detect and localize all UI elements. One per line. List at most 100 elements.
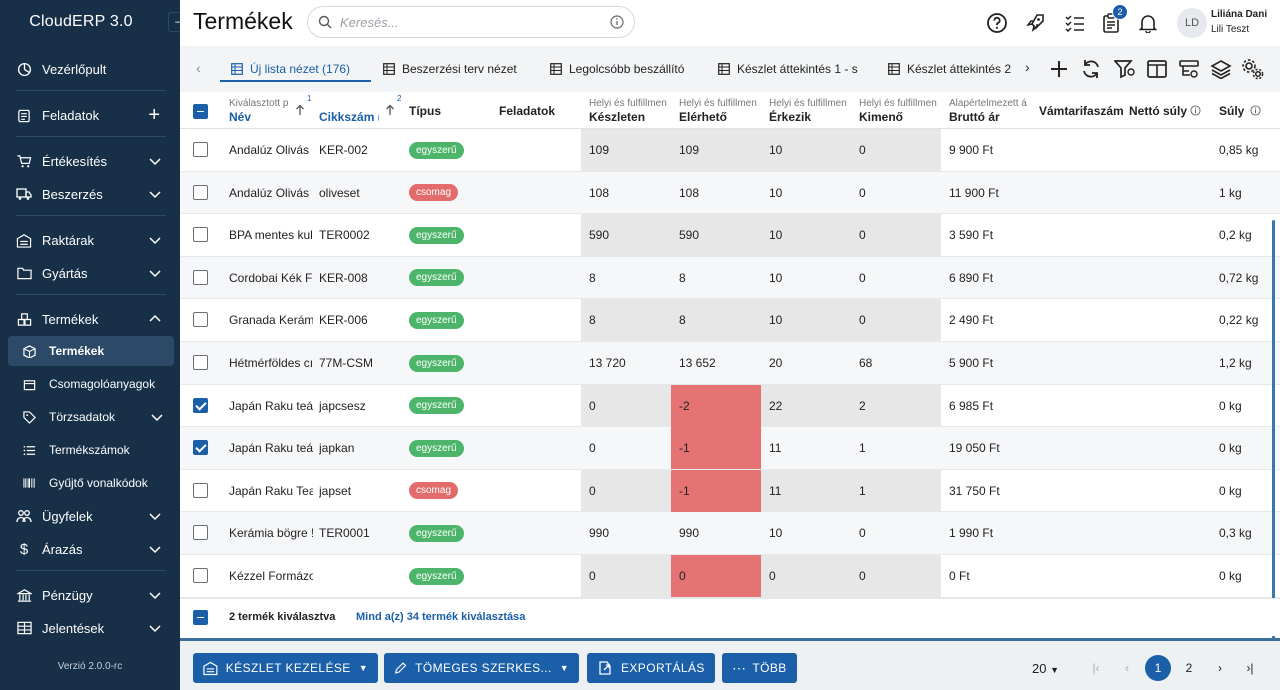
dropdown-arrow-icon: ▼ [1050, 665, 1060, 675]
last-page-icon[interactable]: ›| [1246, 661, 1254, 675]
table-row[interactable]: Hétmérföldes cı 77M-CSM egyszerű 13 720 13 6… [180, 342, 1280, 385]
column-header-incoming[interactable]: Helyi és fulfillmen Érkezik [769, 92, 853, 128]
sidebar-item-label: Gyártás [42, 265, 88, 281]
column-header-tasks[interactable]: Feladatok [499, 92, 574, 128]
column-header-sku[interactable]: Cikkszám ( 2 [319, 92, 404, 128]
sidebar-item-dashboard[interactable]: Vezérlőpult [0, 55, 180, 83]
sidebar-item-purchasing[interactable]: Beszerzés [0, 180, 180, 208]
bell-icon[interactable] [1135, 10, 1161, 36]
sidebar-subitem-product-numbers[interactable]: Termékszámok [8, 435, 174, 465]
sidebar-item-customers[interactable]: Ügyfelek [0, 502, 180, 530]
sidebar-item-pricing[interactable]: $ Árazás [0, 535, 180, 563]
table-row[interactable]: Granada Kerám KER-006 egyszerű 8 8 10 0 2 490 F… [180, 299, 1280, 342]
tab-scroll-left-icon[interactable]: ‹ [196, 60, 201, 76]
export-button[interactable]: EXPORTÁLÁS [587, 653, 715, 683]
row-checkbox[interactable] [193, 440, 208, 456]
row-checkbox[interactable] [193, 142, 208, 157]
column-header-type[interactable]: Típus [409, 92, 479, 128]
sidebar-item-products[interactable]: Termékek [0, 305, 180, 333]
column-header-stock[interactable]: Helyi és fulfillmen Készleten [589, 92, 673, 128]
stock-cell: 0 [589, 398, 596, 413]
table-row[interactable]: BPA mentes kul TER0002 egyszerű 590 590 10 0 3 … [180, 214, 1280, 257]
column-header-sub: Helyi és fulfillmen [679, 98, 757, 109]
add-task-icon[interactable]: + [148, 104, 160, 126]
tab-scroll-right-icon[interactable]: › [1025, 59, 1030, 75]
sidebar-item-finance[interactable]: Pénzügy [0, 581, 180, 609]
help-icon[interactable] [984, 10, 1010, 36]
header-select-all[interactable] [180, 92, 220, 128]
table-row[interactable]: Kerámia bögre ! TER0001 egyszerű 990 990 10 0 1… [180, 512, 1280, 555]
sidebar-subitem-packaging[interactable]: Csomagolóanyagok [8, 369, 174, 399]
column-header-customs-code[interactable]: Vámtarifaszám [1039, 92, 1129, 128]
search-input[interactable]: Keresés... [307, 6, 635, 38]
row-checkbox[interactable] [193, 227, 208, 243]
row-checkbox[interactable] [193, 482, 208, 498]
table-scrollbar[interactable] [1272, 220, 1275, 640]
sidebar-item-tasks[interactable]: Feladatok + [0, 101, 180, 129]
clipboard-icon[interactable]: 2 [1098, 4, 1128, 36]
checklist-icon[interactable] [1062, 10, 1088, 36]
factory-icon [16, 265, 32, 281]
table-row[interactable]: Japán Raku teá japcsesz egyszerű 0 -2 22 2 6 98… [180, 384, 1280, 428]
page-size-select[interactable]: 20 ▼ [1032, 661, 1059, 676]
table-row[interactable]: Japán Raku teá japkan egyszerű 0 -1 11 1 19 050… [180, 427, 1280, 470]
sidebar-item-sales[interactable]: Értékesítés [0, 147, 180, 175]
incoming-cell: 0 [769, 569, 776, 583]
tab-stock-overview-2[interactable]: Készlet áttekintés 2 [888, 62, 1013, 76]
avatar[interactable]: LD [1177, 8, 1207, 38]
weight-cell: 0 kg [1219, 569, 1242, 583]
stock-management-button[interactable]: KÉSZLET KEZELÉSE ▼ [193, 653, 378, 683]
table-row[interactable]: Japán Raku Tea japset csomag 0 -1 11 1 31 750 F… [180, 469, 1280, 513]
tab-stock-overview-1[interactable]: Készlet áttekintés 1 - s [718, 62, 860, 76]
row-checkbox[interactable] [193, 184, 208, 200]
selection-checkbox[interactable] [193, 610, 208, 625]
refresh-icon[interactable] [1078, 56, 1104, 82]
gears-icon[interactable] [1240, 56, 1266, 82]
first-page-icon[interactable]: |‹ [1092, 661, 1100, 675]
row-checkbox[interactable] [193, 568, 208, 583]
prev-page-icon[interactable]: ‹ [1125, 661, 1129, 675]
page-1-button[interactable]: 1 [1145, 655, 1171, 681]
columns-icon[interactable] [1144, 56, 1170, 82]
row-checkbox[interactable] [193, 355, 208, 370]
type-cell: egyszerű [409, 214, 494, 256]
table-row[interactable]: Andalúz Olivás KER-002 egyszerű 109 109 10 0 9 … [180, 129, 1280, 172]
sidebar-subitem-master-data[interactable]: Törzsadatok [8, 402, 174, 432]
column-header-weight[interactable]: Súly [1219, 92, 1279, 128]
sidebar-subitem-products[interactable]: Termékek [8, 336, 174, 366]
row-checkbox[interactable] [193, 397, 208, 413]
sidebar-item-manufacturing[interactable]: Gyártás [0, 259, 180, 287]
type-cell: egyszerű [409, 257, 494, 299]
column-header-net-weight[interactable]: Nettó súly [1129, 92, 1204, 128]
chevron-down-icon [149, 592, 161, 600]
layers-icon[interactable] [1208, 56, 1234, 82]
row-checkbox[interactable] [193, 525, 208, 541]
column-header-name[interactable]: Kiválasztott p Név 1 [229, 92, 314, 128]
more-button[interactable]: ⋯ TÖBB [722, 653, 797, 683]
next-page-icon[interactable]: › [1218, 661, 1222, 675]
column-header-gross-price[interactable]: Alapértelmezett á Bruttó ár [949, 92, 1033, 128]
sidebar-subitem-barcodes[interactable]: Gyűjtő vonalkódok [8, 468, 174, 498]
select-all-link[interactable]: Mind a(z) 34 termék kiválasztása [356, 611, 526, 623]
tab-new-list-view[interactable]: Új lista nézet (176) [231, 62, 350, 76]
table-row[interactable]: Cordobai Kék F KER-008 egyszerű 8 8 10 0 6 890 … [180, 256, 1280, 300]
add-view-icon[interactable] [1046, 56, 1072, 82]
sidebar-item-label: Pénzügy [42, 587, 93, 603]
column-header-available[interactable]: Helyi és fulfillmen Elérhető [679, 92, 763, 128]
select-all-checkbox[interactable] [193, 104, 208, 119]
row-checkbox[interactable] [193, 269, 208, 285]
tab-cheapest-supplier[interactable]: Legolcsóbb beszállító [550, 62, 684, 76]
sidebar-item-warehouses[interactable]: Raktárak [0, 226, 180, 254]
row-checkbox[interactable] [193, 312, 208, 328]
sidebar-subitem-label: Csomagolóanyagok [49, 377, 156, 391]
rocket-icon[interactable] [1022, 10, 1048, 36]
table-row[interactable]: Andalúz Olivás oliveset csomag 108 108 10 0 11 … [180, 171, 1280, 215]
bulk-edit-button[interactable]: TÖMEGES SZERKES... ▼ [384, 653, 579, 683]
table-row[interactable]: Kézzel Formázo egyszerű 0 0 0 0 0 Ft 0 kg [180, 555, 1280, 598]
group-icon[interactable] [1176, 56, 1202, 82]
tab-purchase-plan-view[interactable]: Beszerzési terv nézet [383, 62, 517, 76]
filter-settings-icon[interactable] [1112, 56, 1138, 82]
column-header-outgoing[interactable]: Helyi és fulfillmen Kimenő [859, 92, 943, 128]
page-2-button[interactable]: 2 [1185, 661, 1193, 675]
sidebar-item-reports[interactable]: Jelentések [0, 614, 180, 642]
